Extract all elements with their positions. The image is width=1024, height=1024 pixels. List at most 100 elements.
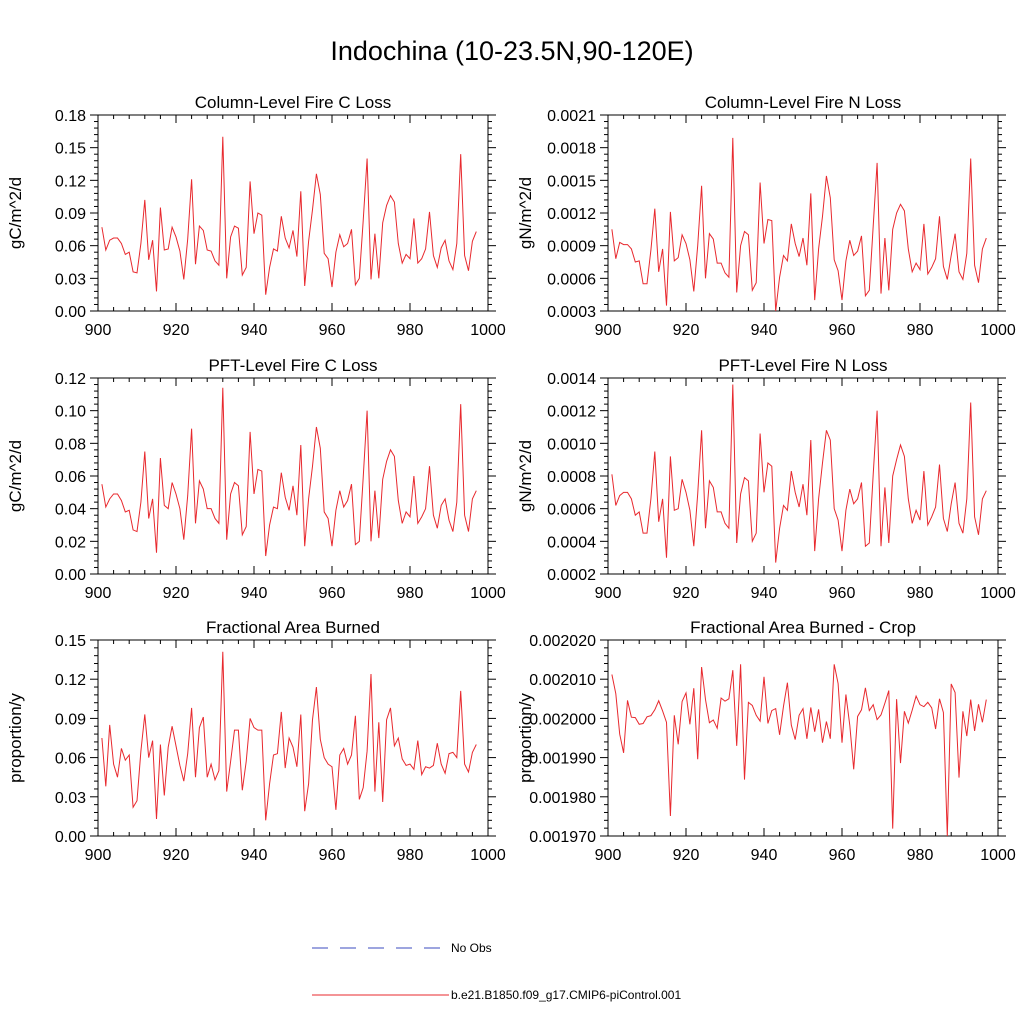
plot-frame (97, 639, 489, 837)
y-tick-label: 0.0012 (547, 206, 596, 223)
y-tick-label: 0.0009 (547, 239, 596, 256)
y-tick-label: 0.002000 (529, 711, 596, 728)
y-tick-label: 0.12 (55, 371, 86, 388)
chart-panel-5: 900 920 940 960 980 1000 0.00 0.03 0.06 0.09 0.12 0… (6, 618, 506, 864)
y-tick-label: 0.0015 (547, 173, 596, 190)
x-tick-label: 940 (241, 847, 268, 864)
x-tick-label: 1000 (980, 847, 1016, 864)
y-tick-label: 0.10 (55, 404, 86, 421)
x-tick-label: 1000 (980, 322, 1016, 339)
x-tick-label: 960 (319, 585, 346, 602)
y-tick-label: 0.06 (55, 469, 86, 486)
x-tick-label: 1000 (470, 585, 506, 602)
y-tick-label: 0.001990 (529, 751, 596, 768)
y-tick-label: 0.002020 (529, 633, 596, 650)
x-tick-label: 980 (397, 322, 424, 339)
x-tick-label: 960 (829, 322, 856, 339)
x-tick-label: 960 (829, 847, 856, 864)
y-tick-label: 0.0004 (547, 534, 596, 551)
y-tick-label: 0.001980 (529, 790, 596, 807)
chart-panel-1: 900 920 940 960 980 1000 0.00 0.03 0.06 0.09 0.12 0… (6, 93, 506, 339)
y-tick-label: 0.0008 (547, 469, 596, 486)
chart-panel-6: 900 920 940 960 980 1000 0.001970 0.001980 0.001… (516, 618, 1016, 864)
series-line (101, 387, 477, 557)
series-line (611, 384, 987, 563)
y-tick-label: 0.09 (55, 206, 86, 223)
y-tick-label: 0.0018 (547, 141, 596, 158)
x-tick-label: 900 (595, 847, 622, 864)
x-tick-label: 920 (163, 585, 190, 602)
x-tick-label: 980 (907, 847, 934, 864)
chart-title: PFT-Level Fire N Loss (718, 356, 887, 375)
x-tick-label: 940 (751, 847, 778, 864)
y-axis-label: gN/m^2/d (516, 177, 535, 249)
y-tick-label: 0.09 (55, 711, 86, 728)
y-tick-label: 0.15 (55, 141, 86, 158)
y-tick-label: 0.08 (55, 436, 86, 453)
chart-title: Column-Level Fire N Loss (705, 93, 902, 112)
y-tick-label: 0.0006 (547, 502, 596, 519)
y-tick-label: 0.0021 (547, 108, 596, 125)
x-tick-label: 940 (751, 585, 778, 602)
y-tick-label: 0.0003 (547, 304, 596, 321)
chart-title: Fractional Area Burned (206, 618, 380, 637)
x-tick-label: 980 (907, 585, 934, 602)
x-tick-label: 920 (163, 847, 190, 864)
y-tick-label: 0.0014 (547, 371, 596, 388)
y-tick-label: 0.0010 (547, 436, 596, 453)
y-tick-label: 0.06 (55, 239, 86, 256)
x-tick-label: 900 (85, 585, 112, 602)
x-tick-label: 920 (673, 847, 700, 864)
x-tick-label: 980 (907, 322, 934, 339)
series-line (611, 137, 987, 312)
x-tick-label: 900 (595, 322, 622, 339)
y-tick-label: 0.04 (55, 502, 86, 519)
y-tick-label: 0.0012 (547, 404, 596, 421)
chart-panel-4: 900 920 940 960 980 1000 0.0002 0.0004 0.0006 0.0… (516, 356, 1016, 602)
y-tick-label: 0.001970 (529, 829, 596, 846)
x-tick-label: 920 (673, 585, 700, 602)
series-line (101, 136, 477, 295)
x-tick-label: 920 (163, 322, 190, 339)
x-tick-label: 900 (85, 847, 112, 864)
y-axis-label: proportion/y (6, 693, 25, 783)
y-axis-label: gN/m^2/d (516, 440, 535, 512)
y-tick-label: 0.03 (55, 790, 86, 807)
y-tick-label: 0.0002 (547, 567, 596, 584)
y-tick-label: 0.03 (55, 271, 86, 288)
x-tick-label: 980 (397, 847, 424, 864)
x-tick-label: 1000 (470, 322, 506, 339)
x-tick-label: 900 (595, 585, 622, 602)
x-tick-label: 960 (319, 322, 346, 339)
y-tick-label: 0.0006 (547, 271, 596, 288)
plot-frame (607, 377, 999, 575)
y-tick-label: 0.002010 (529, 672, 596, 689)
x-tick-label: 920 (673, 322, 700, 339)
y-tick-label: 0.00 (55, 567, 86, 584)
x-tick-label: 960 (319, 847, 346, 864)
y-tick-label: 0.00 (55, 304, 86, 321)
chart-title: Column-Level Fire C Loss (195, 93, 392, 112)
x-tick-label: 940 (751, 322, 778, 339)
plot-frame (607, 639, 999, 837)
x-tick-label: 940 (241, 585, 268, 602)
y-axis-label: gC/m^2/d (6, 440, 25, 512)
y-axis-label: gC/m^2/d (6, 177, 25, 249)
plot-frame (607, 114, 999, 312)
y-tick-label: 0.15 (55, 633, 86, 650)
y-tick-label: 0.00 (55, 829, 86, 846)
chart-panel-3: 900 920 940 960 980 1000 0.00 0.02 0.04 0.06 0.08 0… (6, 356, 506, 602)
chart-title: Fractional Area Burned - Crop (690, 618, 916, 637)
legend-label-no-obs: No Obs (451, 941, 492, 955)
y-tick-label: 0.12 (55, 672, 86, 689)
figure-title: Indochina (10-23.5N,90-120E) (330, 36, 694, 66)
y-tick-label: 0.12 (55, 173, 86, 190)
chart-panel-2: 900 920 940 960 980 1000 0.0003 0.0006 0.0009 0.0… (516, 93, 1016, 339)
x-tick-label: 960 (829, 585, 856, 602)
y-axis-label: proportion/y (516, 693, 535, 783)
series-line (611, 664, 987, 837)
y-tick-label: 0.18 (55, 108, 86, 125)
x-tick-label: 1000 (470, 847, 506, 864)
series-line (101, 651, 477, 821)
